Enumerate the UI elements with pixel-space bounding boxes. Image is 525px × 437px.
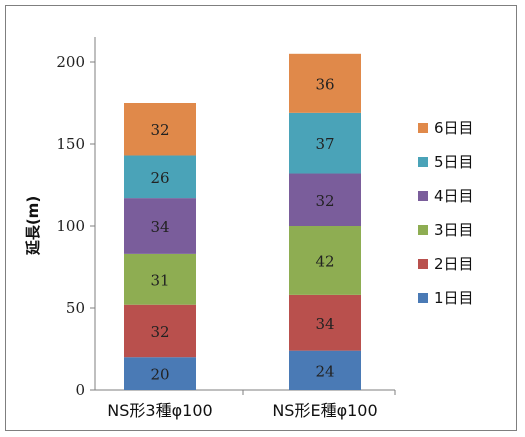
- bar-segment: [289, 294, 361, 351]
- y-tick-label: 150: [56, 135, 85, 153]
- bar-segment: [289, 53, 361, 113]
- bar-segment: [124, 357, 196, 390]
- bar-segment: [124, 155, 196, 199]
- bar-segment: [124, 253, 196, 305]
- x-category-label: NS形E種φ100: [272, 401, 377, 420]
- data-label: 32: [150, 121, 169, 139]
- legend-label: 4日目: [434, 187, 474, 205]
- bar-segment: [289, 112, 361, 174]
- data-label: 42: [315, 252, 334, 270]
- legend-label: 2日目: [434, 255, 474, 273]
- legend-swatch: [418, 191, 428, 201]
- data-label: 32: [315, 192, 334, 210]
- data-label: 24: [315, 362, 334, 380]
- data-label: 37: [315, 135, 334, 153]
- bar-segment: [124, 304, 196, 358]
- x-category-label: NS形3種φ100: [107, 401, 212, 420]
- data-label: 34: [150, 218, 169, 236]
- data-label: 34: [315, 315, 334, 333]
- legend-swatch: [418, 259, 428, 269]
- bar-segment: [289, 350, 361, 390]
- data-label: 26: [150, 169, 169, 187]
- bar-segment: [124, 198, 196, 254]
- y-tick-label: 100: [56, 217, 85, 235]
- legend-swatch: [418, 157, 428, 167]
- chart-frame: [5, 5, 517, 431]
- data-label: 32: [150, 323, 169, 341]
- y-axis-label: 延長(m): [24, 196, 42, 256]
- legend-label: 6日目: [434, 119, 474, 137]
- data-label: 20: [150, 366, 169, 384]
- legend-swatch: [418, 123, 428, 133]
- legend: 6日目 5日目 4日目 3日目 2日目 1日目: [418, 119, 474, 307]
- y-tick-label: 0: [75, 381, 85, 399]
- bar-segment: [289, 226, 361, 295]
- bar-segment: [124, 103, 196, 156]
- legend-label: 1日目: [434, 289, 474, 307]
- legend-swatch: [418, 225, 428, 235]
- legend-label: 5日目: [434, 153, 474, 171]
- y-tick-label: 50: [66, 299, 85, 317]
- legend-swatch: [418, 293, 428, 303]
- plot-area: 0 50 100 150 200 延長(m) 20 32 31 34 26 32 NS形3種φ100 24…: [24, 37, 396, 420]
- legend-label: 3日目: [434, 221, 474, 239]
- data-label: 31: [150, 271, 169, 289]
- y-tick-label: 200: [56, 53, 85, 71]
- bar-segment: [289, 173, 361, 226]
- data-label: 36: [315, 75, 334, 93]
